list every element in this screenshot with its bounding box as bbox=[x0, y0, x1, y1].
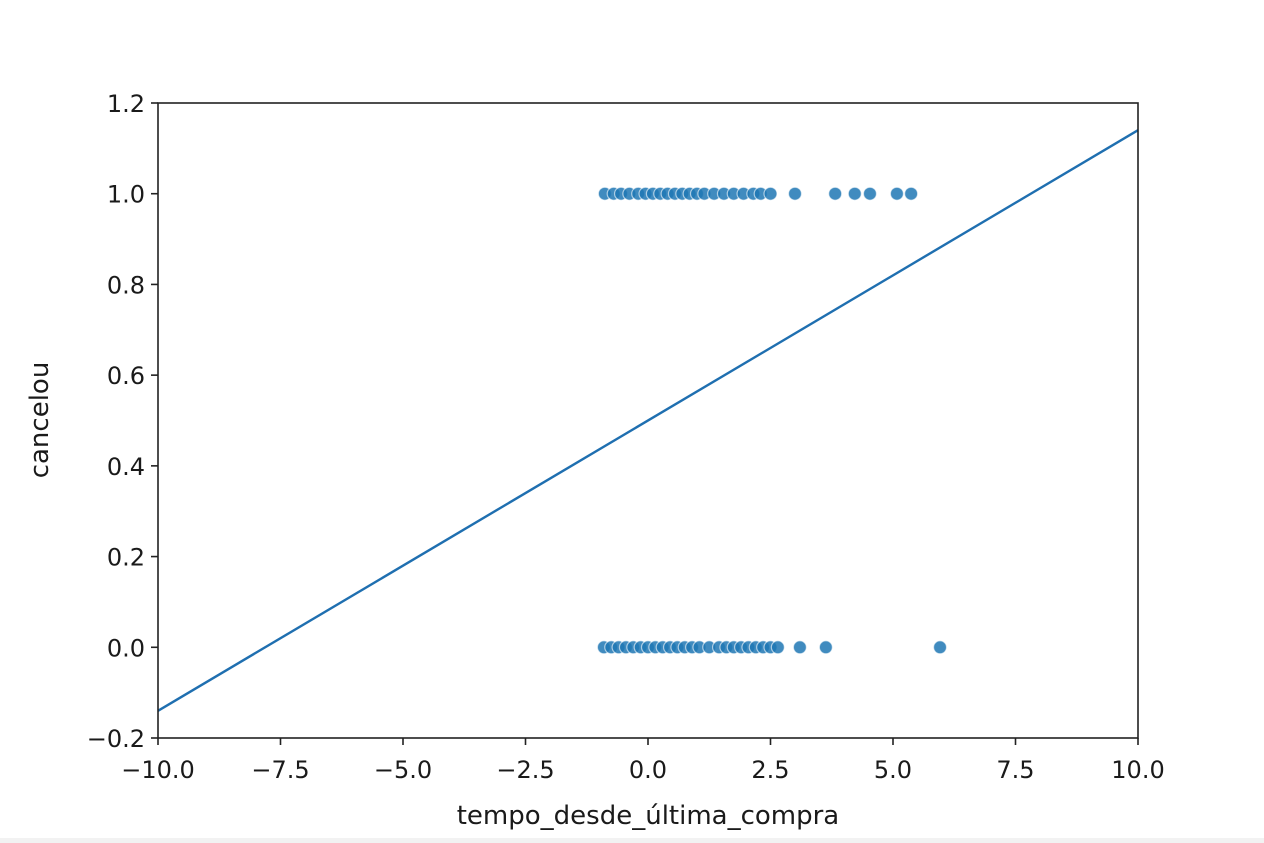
y-tick-label: 0.8 bbox=[107, 271, 145, 299]
y-tick-label: 1.0 bbox=[107, 181, 145, 209]
y-tick-label: 1.2 bbox=[107, 90, 145, 118]
y-tick-label: 0.0 bbox=[107, 634, 145, 662]
x-tick-label: −7.5 bbox=[251, 756, 309, 784]
x-tick-label: 10.0 bbox=[1111, 756, 1164, 784]
scatter-points bbox=[596, 186, 948, 655]
x-tick-label: −10.0 bbox=[121, 756, 195, 784]
x-tick-label: 0.0 bbox=[629, 756, 667, 784]
y-axis-ticks: −0.2 0.0 0.2 0.4 0.6 0.8 1.0 1.2 bbox=[87, 90, 158, 753]
x-axis-ticks: −10.0 −7.5 −5.0 −2.5 0.0 2.5 5.0 7.5 10.0 bbox=[121, 738, 1165, 784]
regression-line-path bbox=[157, 129, 1139, 712]
data-point bbox=[904, 186, 919, 201]
x-tick-label: 5.0 bbox=[874, 756, 912, 784]
data-point bbox=[889, 186, 905, 201]
data-point bbox=[862, 186, 878, 201]
y-tick-label: 0.2 bbox=[107, 544, 145, 572]
data-point bbox=[932, 640, 948, 655]
y-tick-label: 0.6 bbox=[107, 362, 145, 390]
data-point bbox=[787, 186, 803, 201]
x-tick-label: −2.5 bbox=[496, 756, 554, 784]
data-point bbox=[763, 186, 778, 201]
y-tick-label: 0.4 bbox=[107, 453, 145, 481]
x-tick-label: −5.0 bbox=[374, 756, 432, 784]
x-axis-label: tempo_desde_última_compra bbox=[457, 801, 840, 831]
data-point bbox=[847, 186, 862, 201]
bottom-strip bbox=[0, 838, 1264, 843]
data-point bbox=[818, 640, 833, 655]
regression-line bbox=[157, 129, 1139, 712]
y-tick-label: −0.2 bbox=[87, 725, 145, 753]
data-point bbox=[792, 640, 808, 655]
x-tick-label: 2.5 bbox=[751, 756, 789, 784]
y-axis-label: cancelou bbox=[25, 362, 55, 479]
data-point bbox=[770, 640, 785, 655]
data-point bbox=[828, 186, 843, 201]
x-tick-label: 7.5 bbox=[996, 756, 1034, 784]
